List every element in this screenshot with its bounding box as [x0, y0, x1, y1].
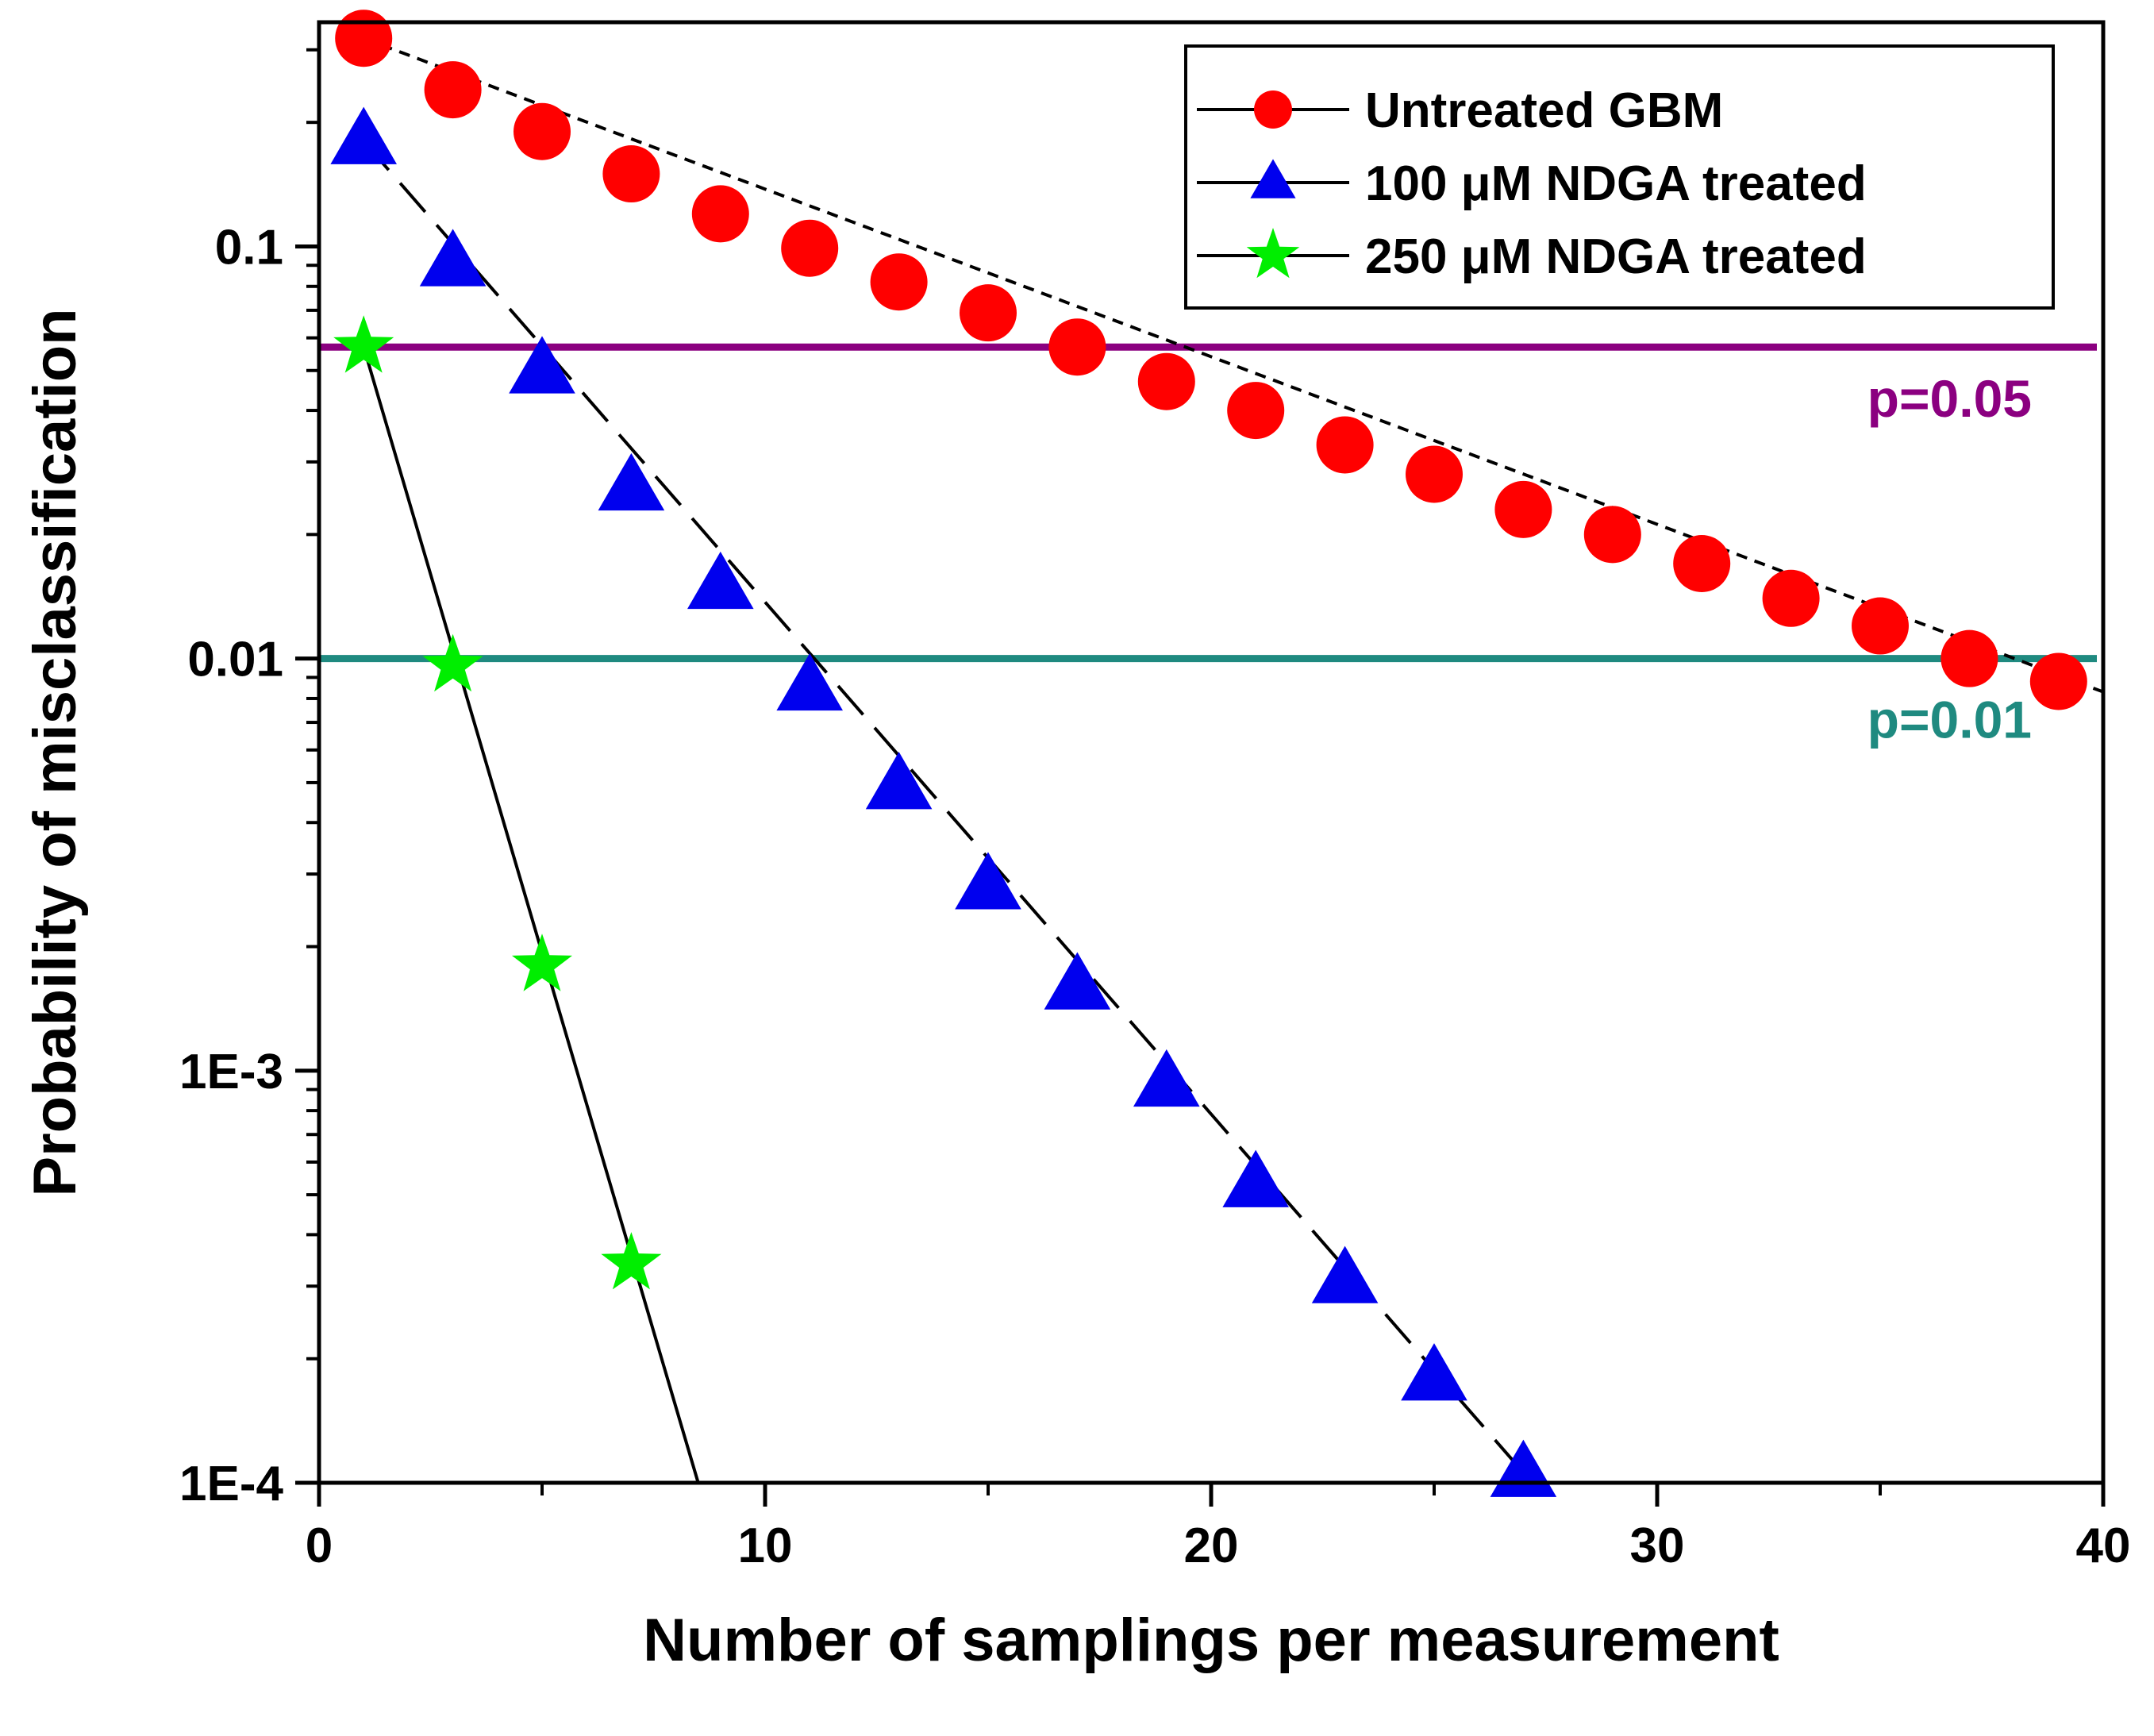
y-tick-label: 0.1	[215, 220, 283, 275]
data-point-circle	[1406, 445, 1463, 503]
data-point-circle	[513, 102, 571, 160]
data-point-triangle	[1250, 159, 1296, 198]
x-tick-label: 20	[1184, 1519, 1239, 1573]
series-line	[362, 346, 700, 1483]
data-point-circle	[335, 10, 393, 67]
x-tick-label: 10	[738, 1519, 793, 1573]
reference-label: p=0.01	[1867, 691, 2032, 749]
x-tick-label: 30	[1630, 1519, 1685, 1573]
legend: Untreated GBM 100 μM NDGA treated 250 μM N…	[1184, 44, 2055, 310]
data-point-circle	[1941, 629, 1998, 687]
y-tick-label: 1E-4	[179, 1457, 283, 1511]
data-point-triangle	[1401, 1343, 1467, 1401]
x-tick-label: 0	[306, 1519, 333, 1573]
data-point-circle	[602, 145, 660, 203]
x-axis: 0 10 20 30 40	[306, 1483, 2131, 1573]
legend-label: 250 μM NDGA treated	[1365, 229, 1867, 284]
data-point-circle	[1583, 506, 1641, 564]
data-point-circle	[1227, 382, 1285, 440]
legend-box	[1184, 44, 2055, 310]
data-point-circle	[960, 284, 1017, 342]
y-tick-label: 1E-3	[179, 1045, 283, 1099]
y-axis: 0.1 0.01 1E-3 1E-4	[179, 48, 319, 1511]
reference-label: p=0.05	[1867, 369, 2032, 428]
data-point-triangle	[419, 229, 487, 287]
data-point-triangle	[1222, 1149, 1289, 1207]
data-point-star	[601, 1232, 662, 1290]
data-point-star	[512, 933, 572, 991]
data-point-triangle	[955, 852, 1021, 910]
data-point-star	[333, 315, 394, 373]
reference-lines	[319, 343, 2097, 663]
data-point-star	[422, 633, 483, 692]
data-point-triangle	[865, 752, 933, 810]
data-point-triangle	[330, 106, 397, 164]
data-point-circle	[1048, 318, 1106, 376]
data-point-triangle	[509, 336, 575, 394]
data-point-circle	[1316, 416, 1374, 474]
y-axis-title: Probability of misclassification	[21, 308, 89, 1196]
data-point-triangle	[687, 551, 754, 610]
data-point-triangle	[1133, 1049, 1200, 1107]
data-point-circle	[424, 61, 482, 119]
data-point-circle	[1494, 480, 1552, 538]
data-point-circle	[781, 219, 839, 277]
data-point-circle	[1673, 535, 1731, 593]
legend-label: Untreated GBM	[1365, 83, 1723, 138]
data-point-circle	[870, 253, 928, 311]
x-tick-label: 40	[2076, 1519, 2131, 1573]
reference-labels: p=0.05 p=0.01	[1867, 369, 2032, 749]
data-point-circle	[1254, 90, 1292, 129]
data-point-star	[1246, 228, 1300, 279]
data-point-circle	[2029, 652, 2087, 710]
data-point-triangle	[598, 452, 665, 511]
legend-label: 100 μM NDGA treated	[1365, 156, 1867, 211]
data-point-triangle	[1311, 1245, 1379, 1303]
data-point-circle	[1852, 597, 1909, 655]
data-point-circle	[691, 185, 749, 243]
x-axis-title: Number of samplings per measurement	[643, 1607, 1779, 1674]
y-tick-label: 0.01	[187, 633, 283, 687]
data-point-triangle	[1044, 952, 1111, 1010]
data-point-circle	[1137, 352, 1195, 410]
data-point-circle	[1762, 569, 1820, 627]
data-point-triangle	[776, 652, 843, 711]
